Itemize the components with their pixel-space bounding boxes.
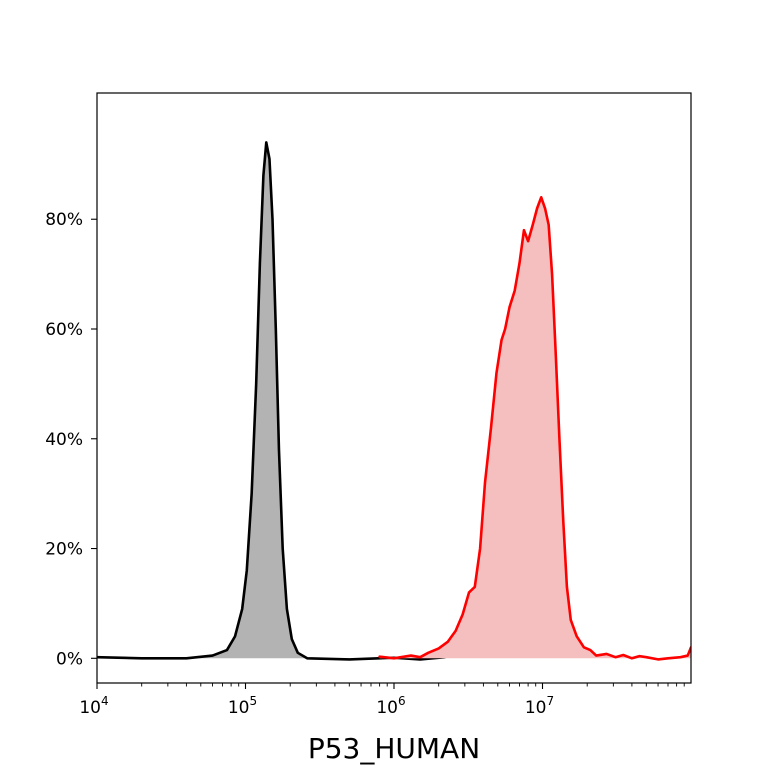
y-tick-label: 0% — [56, 649, 83, 669]
x-tick-label: 106 — [376, 694, 405, 718]
x-tick-label: 105 — [228, 694, 257, 718]
y-tick-label: 60% — [45, 320, 83, 340]
series-0-area — [97, 142, 445, 660]
series-1-line — [378, 195, 691, 661]
x-axis: 104 105 106 107 — [79, 683, 685, 718]
y-tick-label: 40% — [45, 430, 83, 450]
x-axis-title: P53_HUMAN — [308, 732, 480, 765]
series-0-line — [97, 141, 447, 661]
series-1-area — [379, 197, 691, 660]
x-tick-label: 107 — [525, 694, 554, 718]
y-tick-label: 20% — [45, 540, 83, 560]
series-layer — [97, 141, 691, 661]
plot-frame — [96, 92, 692, 684]
x-tick-label: 104 — [79, 694, 108, 718]
y-axis: 0% 20% 40% 60% 80% — [45, 210, 97, 669]
y-tick-label: 80% — [45, 210, 83, 230]
